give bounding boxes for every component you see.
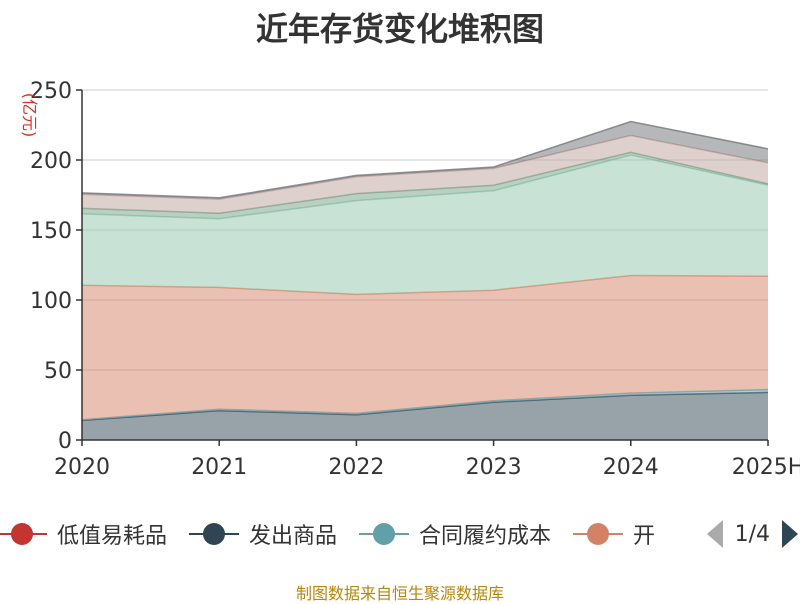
x-tick-label-5: 2025H [732, 455, 800, 480]
y-axis-unit: (亿元) [20, 93, 39, 138]
legend-pager: 1/4 [690, 513, 800, 555]
y-tick-label-2: 100 [30, 289, 72, 314]
legend-item-2[interactable]: 合同履约成本 [359, 518, 551, 550]
y-tick-label-4: 200 [30, 149, 72, 174]
legend-page-indicator: 1/4 [734, 521, 770, 547]
legend-label-2: 合同履约成本 [419, 524, 552, 549]
legend-prev-icon[interactable] [706, 520, 723, 548]
legend-marker-icon [359, 523, 410, 545]
legend-next-icon[interactable] [782, 520, 798, 548]
chart-title: 近年存货变化堆积图 [255, 10, 544, 48]
legend-items: 低值易耗品 发出商品 合同履约成本 开 [0, 513, 677, 555]
legend-marker-icon [0, 523, 47, 545]
legend-marker-icon [573, 523, 624, 545]
legend-label-1: 发出商品 [249, 524, 338, 549]
y-tick-label-3: 150 [30, 219, 72, 244]
area-series-1 [82, 392, 768, 440]
area-series-4 [82, 155, 768, 295]
legend-item-0[interactable]: 低值易耗品 [0, 518, 167, 550]
y-tick-label-5: 250 [30, 79, 72, 104]
legend-marker-icon [189, 523, 240, 545]
legend-label-0: 低值易耗品 [57, 524, 168, 549]
line-series-8 [81, 120, 769, 199]
x-tick-label-1: 2021 [191, 455, 247, 480]
legend-item-1[interactable]: 发出商品 [189, 518, 337, 550]
area-series-2 [82, 389, 768, 421]
area-series-5 [82, 152, 768, 219]
x-tick-label-3: 2023 [466, 455, 522, 480]
x-tick-label-0: 2020 [54, 455, 110, 480]
x-tick-label-2: 2022 [328, 455, 384, 480]
x-tick-label-4: 2024 [603, 455, 659, 480]
data-source-note: 制图数据来自恒生聚源数据库 [295, 584, 504, 603]
legend-label-3: 开 [633, 524, 656, 549]
area-series-8 [82, 121, 768, 200]
legend-item-3[interactable]: 开 [573, 518, 655, 550]
y-tick-label-0: 0 [58, 429, 72, 454]
y-tick-label-1: 50 [44, 359, 72, 384]
legend: 低值易耗品 发出商品 合同履约成本 开 [0, 513, 800, 555]
area-series-3 [82, 275, 768, 420]
